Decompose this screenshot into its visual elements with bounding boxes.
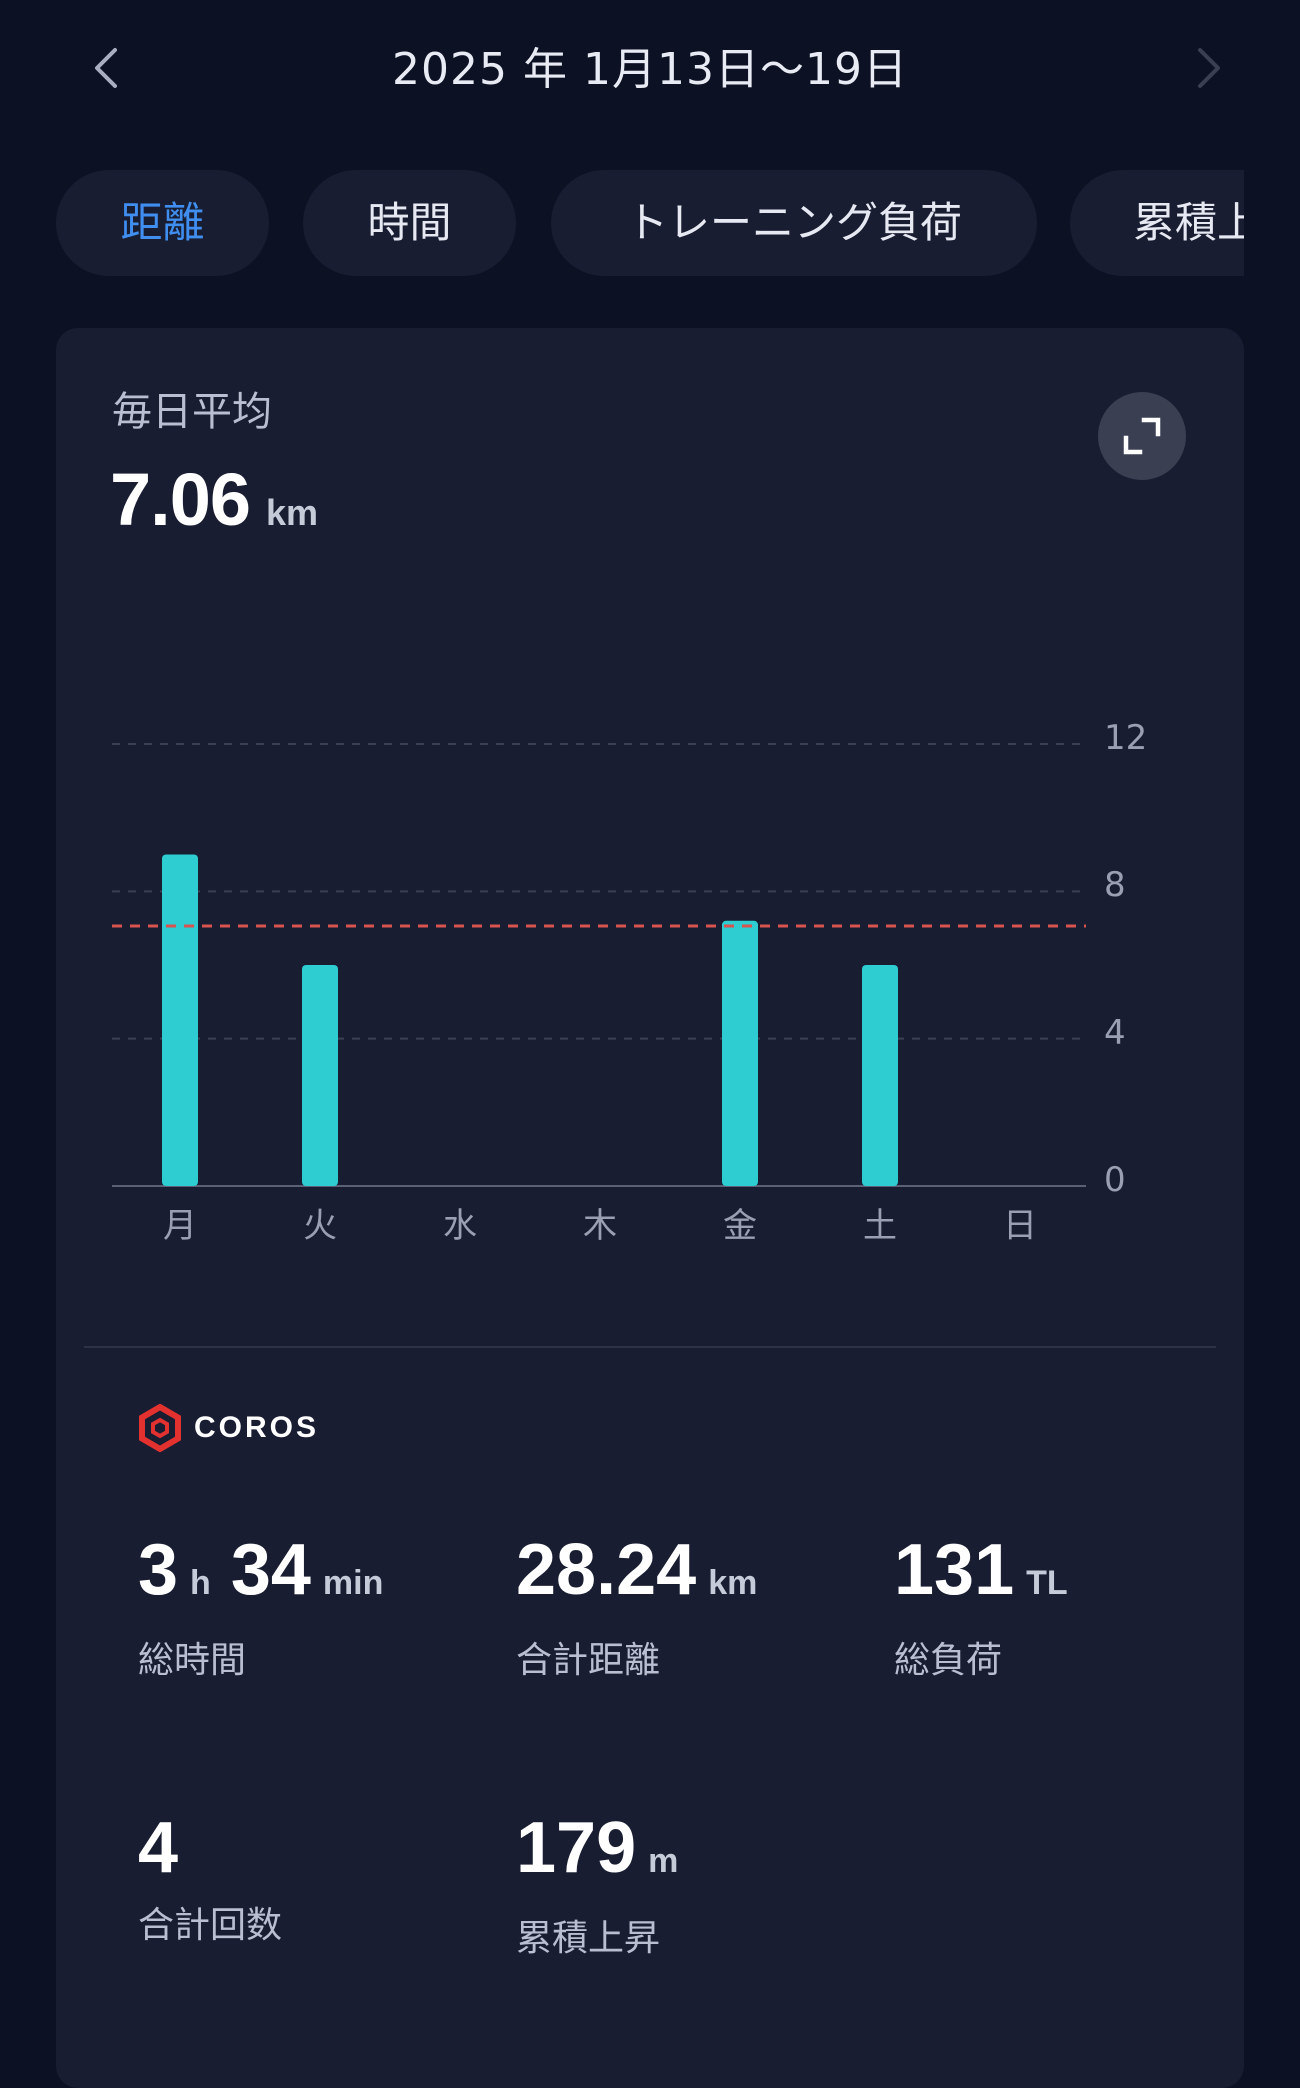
stat-hours-unit: h — [190, 1564, 211, 1602]
stat-elevation-gain: 179 m 累積上昇 — [516, 1806, 876, 1963]
expand-icon — [1123, 417, 1161, 455]
stat-total-load-value: 131 TL — [894, 1528, 1254, 1625]
stat-total-load: 131 TL 総負荷 — [894, 1528, 1254, 1685]
stat-hours: 3 — [138, 1530, 179, 1610]
stat-total-time: 3 h 34 min 総時間 — [138, 1528, 498, 1685]
stat-load-number: 131 — [894, 1530, 1015, 1610]
tab-distance[interactable]: 距離 — [56, 170, 269, 276]
metric-tabs: 距離 時間 トレーニング負荷 累積上昇 — [56, 170, 1244, 276]
stat-total-distance-label: 合計距離 — [516, 1640, 661, 1681]
stat-total-time-value: 3 h 34 min — [138, 1528, 498, 1625]
y-tick-label: 8 — [1104, 865, 1126, 906]
expand-chart-button[interactable] — [1098, 392, 1186, 480]
stat-elevation-number: 179 — [516, 1808, 637, 1888]
stat-minutes: 34 — [230, 1530, 311, 1610]
stat-minutes-unit: min — [322, 1564, 384, 1602]
y-tick-label: 4 — [1104, 1012, 1126, 1053]
stat-load-unit: TL — [1026, 1564, 1068, 1602]
stat-total-distance-value: 28.24 km — [516, 1528, 876, 1625]
daily-average-unit: km — [266, 492, 319, 533]
daily-average-value: 7.06 km — [110, 458, 318, 555]
chart-canvas — [112, 743, 1086, 1187]
stat-count-number: 4 — [138, 1808, 179, 1888]
x-tick-label: 土 — [863, 1206, 897, 1246]
previous-week-button[interactable] — [75, 36, 135, 100]
daily-average-label: 毎日平均 — [112, 389, 272, 435]
coros-brand: COROS — [136, 1402, 319, 1454]
y-tick-label: 12 — [1104, 718, 1148, 758]
tab-elevation-gain[interactable]: 累積上昇 — [1070, 170, 1244, 276]
y-tick-label: 0 — [1104, 1160, 1126, 1200]
tab-training-load[interactable]: トレーニング負荷 — [551, 170, 1037, 276]
chevron-right-icon — [1198, 48, 1220, 88]
x-tick-label: 金 — [723, 1206, 757, 1246]
coros-logo-icon — [139, 1404, 181, 1452]
tab-time[interactable]: 時間 — [303, 170, 516, 276]
stat-total-distance: 28.24 km 合計距離 — [516, 1528, 876, 1685]
x-tick-label: 日 — [1003, 1206, 1037, 1246]
stat-distance-unit: km — [708, 1564, 758, 1602]
bar-土[interactable] — [862, 965, 898, 1186]
x-tick-label: 木 — [583, 1206, 617, 1246]
stat-total-time-label: 総時間 — [138, 1640, 247, 1681]
week-range-title: 2025 年 1月13日～19日 — [392, 44, 908, 95]
stat-total-count-value: 4 — [138, 1806, 498, 1890]
daily-average-number: 7.06 — [110, 458, 251, 541]
next-week-button[interactable] — [1180, 36, 1240, 100]
stat-total-count-label: 合計回数 — [138, 1905, 283, 1946]
bar-火[interactable] — [302, 965, 338, 1186]
stat-elevation-gain-value: 179 m — [516, 1806, 876, 1903]
chevron-left-icon — [95, 48, 117, 88]
distance-bar-chart: 0 4 8 12 月 火 水 木 金 土 日 — [56, 328, 1244, 1328]
header: 2025 年 1月13日～19日 — [0, 0, 1300, 140]
stat-elevation-unit: m — [648, 1842, 679, 1880]
coros-wordmark: COROS — [194, 1411, 320, 1444]
stat-total-load-label: 総負荷 — [894, 1640, 1003, 1681]
distance-card: 毎日平均 7.06 km 0 4 8 12 月 火 水 木 金 土 日 COROS 3 h 34 min 総… — [56, 328, 1244, 2088]
bar-金[interactable] — [722, 920, 758, 1186]
stat-distance-number: 28.24 — [516, 1530, 697, 1610]
x-tick-label: 水 — [443, 1206, 477, 1246]
bar-月[interactable] — [162, 854, 198, 1187]
x-tick-label: 火 — [303, 1206, 337, 1246]
stat-elevation-gain-label: 累積上昇 — [516, 1918, 661, 1959]
section-divider — [84, 1346, 1216, 1348]
x-tick-label: 月 — [163, 1206, 197, 1246]
stat-total-count: 4 合計回数 — [138, 1806, 498, 1950]
